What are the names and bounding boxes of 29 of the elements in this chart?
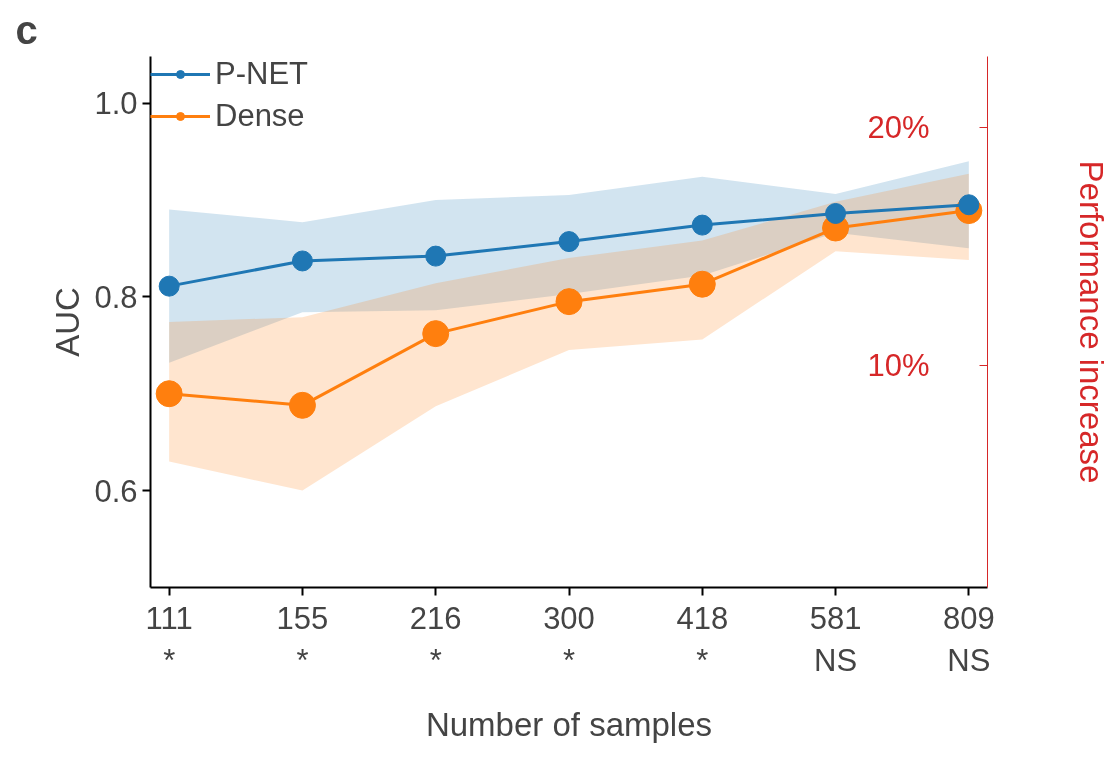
x-axis-title: Number of samples: [425, 705, 713, 743]
point: [825, 202, 847, 224]
y2-axis-title: Performance increase: [1072, 160, 1110, 484]
x-tick-label: 300 *: [543, 600, 595, 678]
y-tick-label: 0.6: [94, 473, 138, 509]
legend-label: Dense: [215, 98, 305, 134]
point: [555, 288, 583, 316]
legend-label: P-NET: [215, 56, 308, 92]
text: c: [15, 7, 38, 52]
point: [155, 380, 183, 408]
point: [425, 245, 447, 267]
x-tick-label: 155 *: [276, 600, 329, 678]
point: [288, 391, 316, 419]
point: [291, 250, 313, 272]
y-tick-label: 1.0: [94, 86, 138, 122]
point: [688, 270, 716, 298]
point: [691, 214, 713, 236]
y-tick-label: 0.8: [94, 279, 138, 315]
y-axis-title: AUC: [49, 287, 87, 357]
x-tick-label: 418 *: [676, 600, 729, 678]
y2-tick-label: 20%: [867, 110, 930, 146]
x-tick-label: 581 NS: [809, 600, 862, 678]
point: [158, 275, 180, 297]
point: [422, 320, 450, 348]
y2-tick-label: 10%: [867, 347, 930, 383]
x-tick-label: 216 *: [409, 600, 462, 678]
x-tick-label: 809 NS: [942, 600, 995, 678]
x-tick-label: 111 *: [145, 600, 193, 678]
point: [558, 231, 580, 253]
